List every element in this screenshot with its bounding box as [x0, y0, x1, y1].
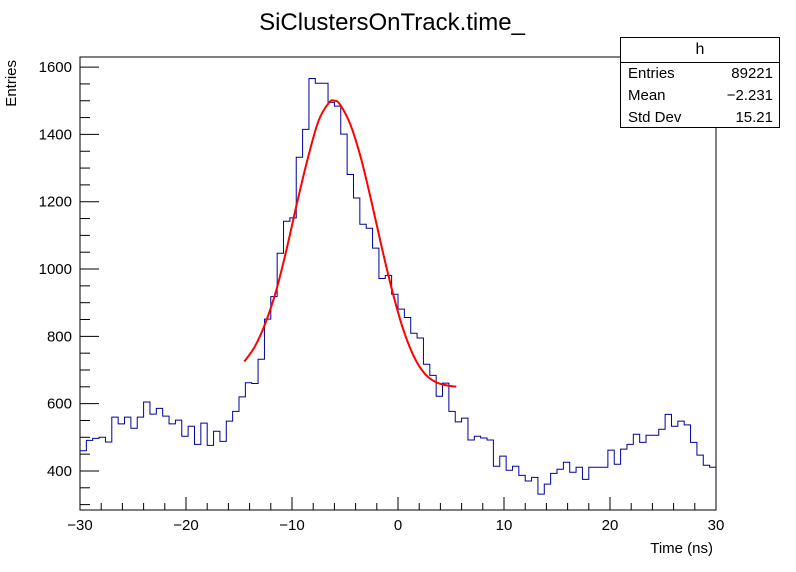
x-tick-label: 10 [496, 517, 513, 534]
y-tick-label: 1200 [39, 194, 72, 211]
stats-row-stddev: Std Dev 15.21 [621, 107, 779, 129]
stats-row-mean: Mean −2.231 [621, 85, 779, 107]
stats-label: Std Dev [628, 109, 682, 126]
stats-value: 89221 [731, 65, 773, 82]
stats-row-entries: Entries 89221 [621, 63, 779, 85]
x-tick-label: −20 [173, 517, 198, 534]
stats-label: Mean [628, 87, 666, 104]
y-axis-label: Entries [3, 60, 20, 107]
x-tick-label: −10 [279, 517, 304, 534]
stats-title: h [621, 38, 779, 63]
histogram-line [80, 78, 716, 495]
x-tick-label: 20 [602, 517, 619, 534]
y-tick-label: 400 [47, 463, 72, 480]
stats-value: 15.21 [735, 109, 773, 126]
y-tick-label: 1000 [39, 261, 72, 278]
x-tick-label: 30 [708, 517, 725, 534]
x-axis-label: Time (ns) [650, 540, 713, 557]
chart-title: SiClustersOnTrack.time_ [259, 9, 525, 36]
fit-curve [243, 99, 457, 388]
x-tick-label: −30 [67, 517, 92, 534]
stats-box: h Entries 89221 Mean −2.231 Std Dev 15.21 [620, 37, 780, 128]
stats-label: Entries [628, 65, 675, 82]
stats-value: −2.231 [726, 87, 773, 104]
x-tick-label: 0 [394, 517, 402, 534]
y-tick-label: 800 [47, 328, 72, 345]
y-tick-label: 600 [47, 396, 72, 413]
y-tick-label: 1400 [39, 126, 72, 143]
y-tick-label: 1600 [39, 59, 72, 76]
